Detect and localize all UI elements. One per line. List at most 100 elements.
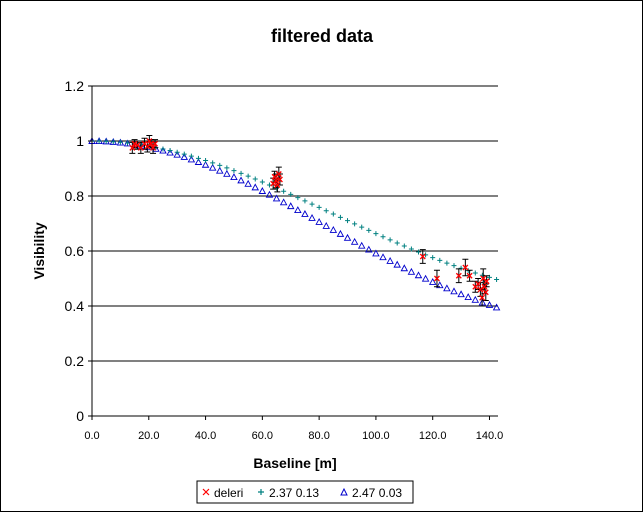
- plus-point: [380, 234, 386, 240]
- legend-marker-deleri: [202, 488, 210, 496]
- triangle-point: [322, 221, 330, 229]
- triangle-point: [436, 281, 444, 289]
- data-point: [455, 272, 462, 279]
- triangle-point: [343, 233, 352, 241]
- triangle-point: [223, 169, 231, 177]
- plus-point: [217, 162, 223, 168]
- triangle-point: [237, 176, 245, 184]
- plus-point: [345, 218, 351, 224]
- triangle-point: [329, 225, 338, 233]
- triangle-point: [201, 160, 210, 168]
- plus-point: [430, 255, 436, 261]
- data-point: [150, 144, 157, 151]
- triangle-point: [159, 146, 167, 154]
- plus-point: [181, 151, 187, 157]
- triangle-point: [428, 277, 437, 285]
- plus-point: [316, 204, 322, 210]
- plus-point: [103, 138, 109, 144]
- triangle-point: [294, 206, 302, 213]
- plus-point: [323, 208, 329, 214]
- triangle-point: [450, 287, 458, 295]
- data-point: [475, 281, 482, 287]
- data-point: [274, 182, 281, 188]
- triangle-point: [301, 210, 309, 217]
- triangle-point: [372, 249, 380, 257]
- plus-point: [302, 198, 308, 204]
- triangle-point: [357, 241, 366, 249]
- y-tick-label: 0.6: [65, 243, 85, 259]
- y-axis-label: Visibility: [31, 222, 47, 280]
- triangle-point: [492, 303, 501, 311]
- triangle-point: [407, 267, 416, 275]
- triangle-point: [308, 214, 316, 221]
- triangle-point: [244, 179, 252, 187]
- data-point: [152, 140, 158, 147]
- legend-label-2-37-0-13: 2.37 0.13: [269, 486, 319, 500]
- legend-box: [196, 480, 414, 504]
- plus-point: [359, 224, 365, 230]
- plus-point: [408, 246, 414, 252]
- y-tick-label: 0.2: [65, 353, 85, 369]
- plus-point: [330, 211, 336, 217]
- triangle-point: [336, 229, 345, 237]
- triangle-point: [208, 163, 217, 171]
- triangle-point: [421, 274, 430, 282]
- plus-point: [366, 227, 372, 233]
- triangle-point: [272, 194, 281, 202]
- tick-labels: 0 0.2 0.4 0.6 0.8 1 1.2 0.0 20.0 40.0 60.0 80.0 100.…: [65, 78, 504, 442]
- triangle-point: [187, 155, 196, 163]
- data-point: [479, 294, 486, 301]
- triangle-point: [251, 183, 260, 191]
- legend-marker-2-47-0-03: [340, 487, 348, 496]
- plus-point: [174, 149, 180, 155]
- x-tick-label: 60.0: [252, 430, 273, 442]
- data-point: [273, 177, 279, 184]
- plus-point: [160, 146, 166, 152]
- plus-point: [394, 240, 400, 246]
- triangle-point: [365, 245, 373, 253]
- x-tick-label: 100.0: [362, 430, 390, 442]
- plus-point: [337, 214, 343, 220]
- chart-title: filtered data: [271, 26, 374, 46]
- plus-point: [288, 191, 294, 197]
- data-point: [477, 286, 484, 293]
- plus-point: [444, 260, 450, 266]
- data-point: [433, 275, 440, 282]
- x-tick-label: 140.0: [476, 430, 504, 442]
- plus-point: [210, 160, 216, 166]
- data-point: [482, 289, 489, 296]
- plus-point: [352, 221, 358, 227]
- y-tick-label: 1: [76, 133, 84, 149]
- data-point: [129, 144, 136, 151]
- triangle-point: [379, 253, 387, 261]
- triangle-point: [443, 284, 451, 292]
- legend-label-deleri: deleri: [214, 486, 243, 500]
- data-point: [483, 278, 490, 285]
- legend-label-2-47-0-03: 2.47 0.03: [352, 486, 402, 500]
- plus-point: [195, 155, 201, 161]
- series-2-37-0-13: [89, 138, 500, 283]
- plus-point: [110, 139, 116, 145]
- plus-point: [451, 263, 457, 269]
- series-2-47-0-03: [88, 137, 501, 311]
- legend-marker-2-37-0-13: [258, 489, 264, 495]
- data-point: [275, 171, 282, 177]
- triangle-point: [166, 148, 174, 156]
- plus-point: [416, 249, 422, 255]
- y-tick-label: 1.2: [65, 78, 85, 94]
- triangle-point: [400, 264, 409, 272]
- data-point: [146, 138, 153, 144]
- triangle-point: [414, 271, 423, 279]
- triangle-point: [464, 293, 472, 301]
- plus-point: [472, 270, 478, 276]
- y-tick-label: 0: [76, 408, 84, 424]
- data-point: [481, 283, 488, 290]
- data-point: [419, 253, 426, 260]
- plus-point: [117, 139, 123, 145]
- plus-point: [373, 231, 379, 237]
- plus-point: [281, 188, 287, 194]
- plus-point: [224, 165, 230, 171]
- plus-point: [96, 138, 102, 144]
